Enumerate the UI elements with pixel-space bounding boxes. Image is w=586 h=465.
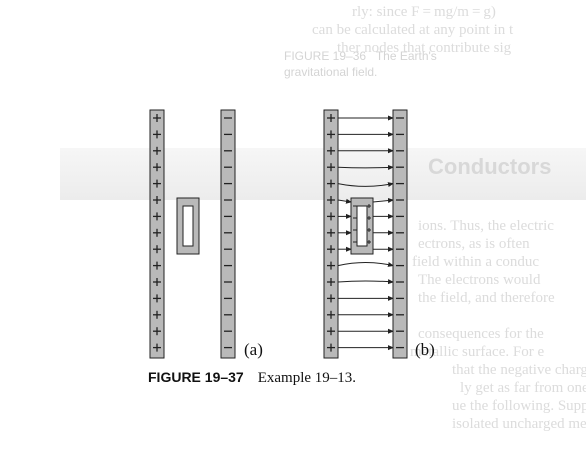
panel-b — [323, 109, 408, 359]
field-line — [337, 198, 352, 204]
field-line — [337, 279, 394, 285]
bleed-side-caption: gravitational field. — [284, 65, 378, 79]
bleed-line: rly: since F = mg/m = g) — [352, 4, 496, 20]
bleed-line: can be calculated at any point in t — [312, 22, 514, 38]
plus-signs — [327, 114, 335, 352]
minus-signs — [396, 117, 404, 349]
bleed-side-caption: FIGURE 19–36 The Earth's — [284, 49, 437, 63]
panel-label-b: (b) — [415, 340, 435, 359]
field-line — [337, 164, 394, 170]
caption-label: FIGURE 19–37 — [148, 369, 244, 385]
bleed-line: consequences for the — [418, 326, 544, 342]
bleed-line: ly get as far from one — [460, 380, 586, 396]
conductor-cavity — [356, 205, 368, 247]
field-line — [372, 198, 394, 203]
panel-label-a: (a) — [244, 340, 263, 359]
bleed-line: The electrons would — [418, 272, 541, 288]
field-line — [337, 182, 394, 188]
bleed-line: field within a conduc — [412, 254, 540, 270]
bleed-line: ther nodes that contribute sig — [337, 40, 512, 56]
field-line — [337, 262, 394, 267]
negative-plate — [392, 109, 408, 359]
bleed-heading: Conductors — [428, 154, 552, 179]
induced-charges — [353, 204, 371, 244]
bleed-line: metallic surface. For e — [410, 344, 545, 360]
bleed-line: the field, and therefore — [418, 290, 555, 306]
bleed-line: that the negative charges — [452, 362, 586, 378]
plus-signs — [153, 114, 161, 352]
field-lines — [337, 115, 394, 351]
negative-plate — [220, 109, 236, 359]
caption-text: Example 19–13. — [257, 370, 357, 386]
bleed-line: ectrons, as is often — [418, 236, 530, 252]
panel-a — [149, 109, 236, 359]
minus-signs — [224, 117, 232, 349]
bleed-line: ue the following. Suppose — [452, 398, 586, 414]
conductor-cavity — [182, 205, 194, 247]
bleed-line: isolated uncharged metal — [452, 416, 586, 432]
figure-caption: FIGURE 19–37 Example 19–13. — [148, 369, 356, 387]
bleed-heading-bar — [60, 148, 586, 200]
bleed-line: ions. Thus, the electric — [418, 218, 554, 234]
